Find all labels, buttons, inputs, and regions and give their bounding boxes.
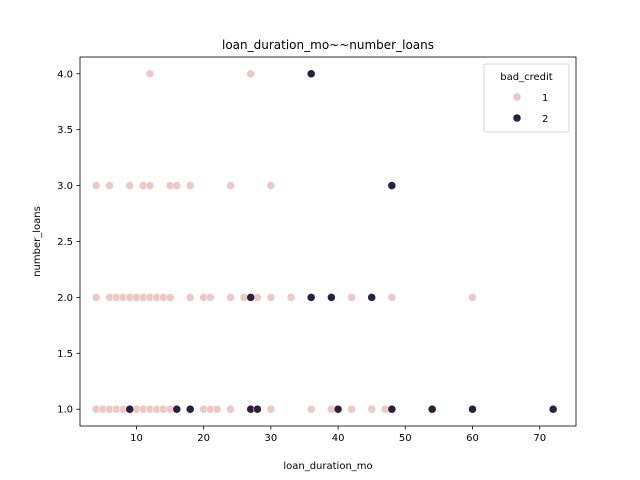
data-point-series2-13 bbox=[367, 293, 376, 302]
data-point-series2-1 bbox=[172, 404, 182, 414]
data-point-series1-27 bbox=[91, 293, 101, 302]
y-tick-label-1: 1.0 bbox=[57, 405, 73, 416]
data-point-series1-57 bbox=[185, 181, 195, 190]
legend: bad_credit 1 2 bbox=[483, 63, 570, 133]
data-point-series1-45 bbox=[286, 293, 296, 302]
x-tick-label-20: 20 bbox=[197, 433, 210, 444]
x-axis-label: loan_duration_mo bbox=[283, 461, 372, 472]
data-points bbox=[91, 69, 558, 414]
x-tick-label-60: 60 bbox=[466, 433, 479, 444]
data-point-series1-48 bbox=[387, 293, 397, 302]
data-point-series2-10 bbox=[246, 293, 255, 302]
data-point-series1-40 bbox=[206, 293, 215, 302]
data-point-series1-23 bbox=[367, 404, 376, 414]
data-point-series2-0 bbox=[125, 404, 134, 414]
data-point-series1-20 bbox=[306, 404, 316, 414]
data-point-series2-5 bbox=[333, 404, 343, 414]
x-tick-label-30: 30 bbox=[265, 433, 278, 444]
legend-marker-2 bbox=[512, 113, 522, 123]
data-point-series2-7 bbox=[427, 404, 437, 414]
data-point-series1-16 bbox=[212, 404, 222, 414]
data-point-series1-61 bbox=[246, 69, 255, 79]
data-point-series1-60 bbox=[145, 69, 155, 79]
x-tick-label-70: 70 bbox=[533, 433, 546, 444]
y-tick-label-3: 3.0 bbox=[57, 181, 73, 192]
data-point-series2-11 bbox=[306, 293, 316, 302]
data-point-series1-50 bbox=[91, 181, 101, 190]
x-tick-label-10: 10 bbox=[130, 433, 143, 444]
data-point-series2-12 bbox=[327, 293, 336, 302]
legend-title: bad_credit bbox=[500, 72, 552, 83]
data-point-series1-47 bbox=[347, 293, 356, 302]
data-point-series2-6 bbox=[387, 404, 397, 414]
data-point-series1-38 bbox=[185, 293, 195, 302]
data-point-series2-15 bbox=[306, 69, 316, 79]
legend-label-1: 1 bbox=[542, 93, 548, 104]
y-axis-ticks: 1.0 1.5 2.0 2.5 3.0 3.5 4.0 bbox=[57, 69, 80, 416]
chart-title: loan_duration_mo~~number_loans bbox=[222, 38, 434, 52]
data-point-series1-37 bbox=[165, 293, 175, 302]
data-point-series1-56 bbox=[172, 181, 182, 190]
x-tick-label-50: 50 bbox=[399, 433, 412, 444]
data-point-series2-8 bbox=[468, 404, 477, 414]
data-point-series2-14 bbox=[387, 181, 397, 190]
legend-label-2: 2 bbox=[542, 114, 548, 125]
y-tick-label-2.5: 2.5 bbox=[57, 237, 73, 248]
data-point-series1-22 bbox=[347, 404, 356, 414]
data-point-series2-9 bbox=[548, 404, 558, 414]
data-point-series1-17 bbox=[226, 404, 235, 414]
x-axis-ticks: 10 20 30 40 50 60 70 bbox=[130, 426, 546, 444]
data-point-series1-19 bbox=[266, 404, 276, 414]
data-point-series1-59 bbox=[266, 181, 276, 190]
data-point-series1-41 bbox=[226, 293, 235, 302]
data-point-series2-2 bbox=[185, 404, 195, 414]
data-point-series1-54 bbox=[145, 181, 155, 190]
data-point-series1-51 bbox=[105, 181, 114, 190]
data-point-series1-58 bbox=[226, 181, 235, 190]
y-tick-label-2: 2.0 bbox=[57, 293, 73, 304]
legend-marker-1 bbox=[512, 92, 522, 102]
x-tick-label-40: 40 bbox=[332, 433, 345, 444]
data-point-series1-44 bbox=[266, 293, 276, 302]
y-tick-label-1.5: 1.5 bbox=[57, 349, 73, 360]
y-tick-label-4: 4.0 bbox=[57, 69, 73, 80]
legend-frame bbox=[483, 63, 570, 133]
data-point-series1-52 bbox=[125, 181, 134, 190]
data-point-series2-4 bbox=[253, 404, 262, 414]
y-axis-label: number_loans bbox=[32, 206, 43, 277]
data-point-series1-49 bbox=[468, 293, 477, 302]
y-tick-label-3.5: 3.5 bbox=[57, 125, 73, 136]
